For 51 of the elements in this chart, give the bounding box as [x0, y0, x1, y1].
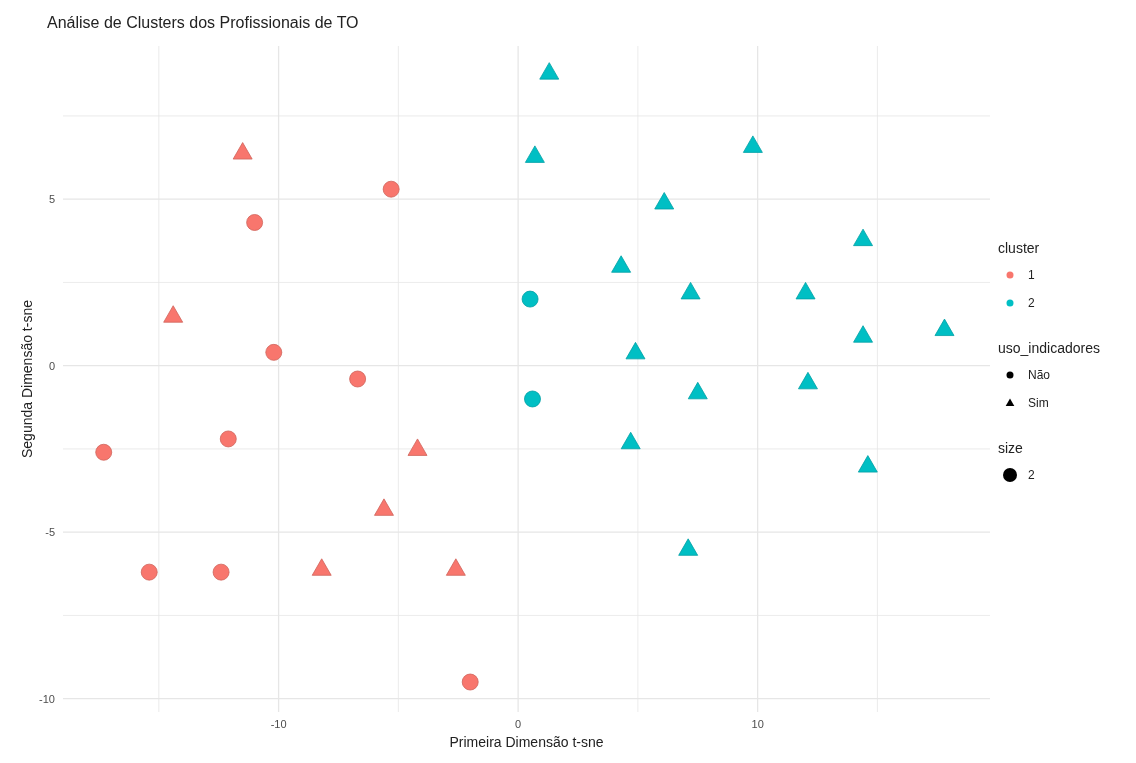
y-tick-label: -5 — [45, 526, 55, 539]
point — [798, 371, 818, 390]
point — [795, 282, 816, 300]
point — [857, 455, 878, 473]
text: size — [998, 440, 1024, 456]
point — [374, 498, 394, 516]
y-axis-title: Segunda Dimensão t-sne — [19, 299, 35, 458]
point — [95, 443, 113, 461]
point — [140, 563, 158, 581]
point — [461, 673, 479, 691]
text: 2 — [1028, 468, 1035, 482]
x-tick-label: 0 — [515, 718, 522, 730]
point — [265, 343, 283, 361]
point — [853, 325, 873, 343]
point — [934, 318, 955, 336]
point — [625, 341, 646, 360]
text: Não — [1028, 368, 1051, 382]
point — [853, 228, 873, 247]
point — [687, 381, 708, 400]
point — [524, 145, 545, 163]
y-tick-label: -10 — [39, 692, 55, 705]
point — [349, 370, 367, 388]
point — [742, 135, 763, 153]
legend-label: 2 — [1028, 296, 1035, 310]
point — [163, 305, 184, 323]
point — [219, 430, 237, 448]
point — [678, 538, 699, 556]
point — [521, 290, 539, 308]
y-tick-label: 5 — [48, 193, 55, 206]
text: Sim — [1028, 396, 1049, 410]
point — [680, 282, 701, 300]
point — [311, 558, 332, 576]
point — [611, 255, 632, 273]
x-tick-label: -10 — [270, 718, 287, 730]
point — [212, 563, 230, 581]
point — [620, 431, 641, 450]
point — [407, 438, 428, 456]
legend-label: 1 — [1028, 268, 1035, 282]
legend-title: cluster — [998, 240, 1040, 256]
chart-title: Análise de Clusters dos Profissionais de TO — [47, 14, 359, 31]
y-tick-label: 0 — [48, 359, 55, 372]
point — [445, 558, 466, 576]
x-axis-title: Primeira Dimensão t-sne — [449, 734, 604, 750]
point — [654, 192, 675, 210]
point — [524, 390, 541, 408]
point — [382, 180, 400, 198]
text: uso_indicadores — [998, 340, 1100, 356]
point — [246, 214, 264, 231]
point — [539, 62, 560, 80]
x-tick-label: 10 — [751, 718, 764, 730]
point — [232, 142, 253, 160]
